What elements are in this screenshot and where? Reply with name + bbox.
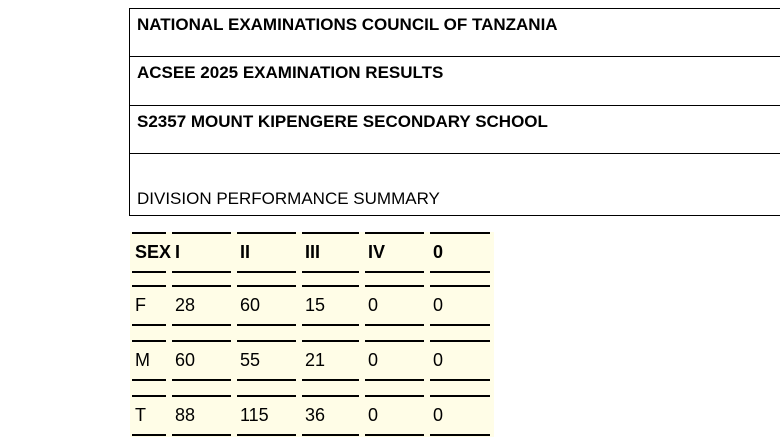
- table-rule: [302, 395, 359, 397]
- table-rule: [237, 434, 296, 436]
- division-summary-table: SEX I II III IV 0 F 28 60 15 0 0 M 60 55 21 0 0 T 88 115 36 0 0: [130, 232, 494, 437]
- table-rule: [430, 379, 490, 381]
- table-rule: [365, 395, 424, 397]
- table-rule: [132, 271, 166, 273]
- column-header: SEX: [135, 242, 172, 262]
- table-rule: [302, 285, 359, 287]
- table-cell: 60: [175, 350, 196, 370]
- table-rule: [302, 232, 359, 234]
- table-rule: [302, 324, 359, 326]
- column-header: 0: [433, 242, 444, 262]
- table-rule: [430, 395, 490, 397]
- section-title-row: DIVISION PERFORMANCE SUMMARY: [130, 154, 780, 215]
- table-cell: 21: [305, 350, 326, 370]
- table-cell: T: [135, 405, 146, 425]
- table-rule: [172, 324, 231, 326]
- table-rule: [237, 324, 296, 326]
- table-rule: [430, 324, 490, 326]
- table-rule: [430, 285, 490, 287]
- table-rule: [237, 271, 296, 273]
- table-cell: 36: [305, 405, 326, 425]
- table-rule: [365, 324, 424, 326]
- table-rule: [365, 379, 424, 381]
- table-rule: [132, 340, 166, 342]
- column-header: II: [240, 242, 251, 262]
- table-cell: 0: [433, 405, 444, 425]
- table-cell: 0: [433, 295, 444, 315]
- table-rule: [237, 232, 296, 234]
- table-rule: [172, 232, 231, 234]
- table-cell: 0: [368, 295, 379, 315]
- table-rule: [172, 434, 231, 436]
- table-rule: [172, 285, 231, 287]
- school-name: S2357 MOUNT KIPENGERE SECONDARY SCHOOL: [130, 106, 780, 154]
- table-cell: F: [135, 295, 146, 315]
- table-rule: [172, 379, 231, 381]
- table-rule: [365, 434, 424, 436]
- table-rule: [132, 434, 166, 436]
- column-header: I: [175, 242, 181, 262]
- table-cell: M: [135, 350, 150, 370]
- table-rule: [237, 285, 296, 287]
- table-cell: 0: [368, 405, 379, 425]
- table-rule: [132, 379, 166, 381]
- table-cell: 115: [240, 405, 269, 425]
- table-rule: [430, 232, 490, 234]
- table-cell: 0: [433, 350, 444, 370]
- table-cell: 60: [240, 295, 261, 315]
- table-cell: 88: [175, 405, 196, 425]
- table-cell: 28: [175, 295, 196, 315]
- section-title: DIVISION PERFORMANCE SUMMARY: [137, 189, 440, 208]
- table-rule: [365, 340, 424, 342]
- table-rule: [430, 434, 490, 436]
- table-rule: [365, 271, 424, 273]
- table-rule: [302, 271, 359, 273]
- table-rule: [302, 340, 359, 342]
- header-box: NATIONAL EXAMINATIONS COUNCIL OF TANZANI…: [129, 8, 780, 216]
- table-rule: [237, 379, 296, 381]
- table-cell: 15: [305, 295, 326, 315]
- table-rule: [237, 395, 296, 397]
- table-cell: 0: [368, 350, 379, 370]
- exam-title: ACSEE 2025 EXAMINATION RESULTS: [130, 57, 780, 106]
- table-rule: [132, 285, 166, 287]
- council-name: NATIONAL EXAMINATIONS COUNCIL OF TANZANI…: [130, 9, 780, 57]
- table-rule: [430, 271, 490, 273]
- table-rule: [132, 324, 166, 326]
- column-header: IV: [368, 242, 386, 262]
- table-rule: [172, 395, 231, 397]
- table-rule: [302, 379, 359, 381]
- table-rule: [430, 340, 490, 342]
- table-cell: 55: [240, 350, 261, 370]
- table-rule: [365, 232, 424, 234]
- table-rule: [365, 285, 424, 287]
- table-rule: [172, 340, 231, 342]
- table-rule: [237, 340, 296, 342]
- table-rule: [172, 271, 231, 273]
- table-rule: [132, 232, 166, 234]
- table-rule: [132, 395, 166, 397]
- column-header: III: [305, 242, 321, 262]
- table-rule: [302, 434, 359, 436]
